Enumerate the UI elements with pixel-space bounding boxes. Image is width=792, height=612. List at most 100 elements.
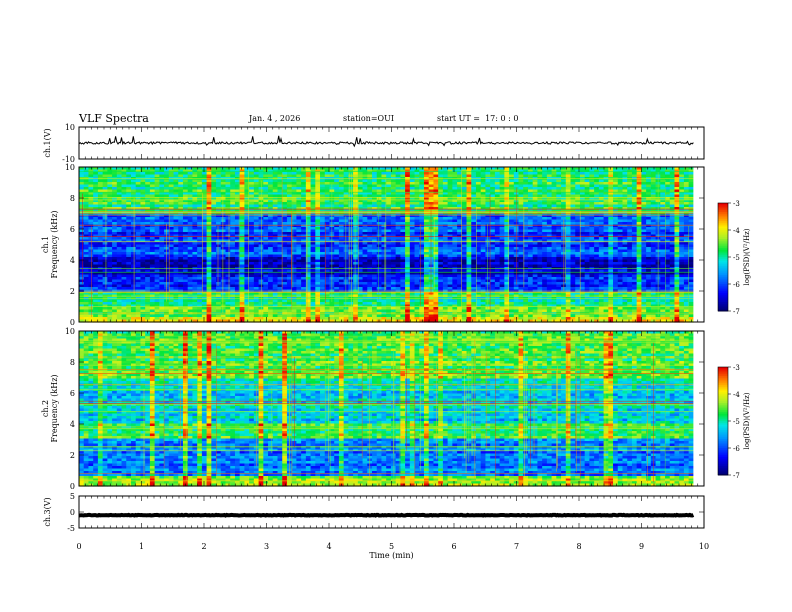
spectrogram-cell <box>466 197 472 201</box>
spectrogram-cell <box>598 184 605 188</box>
spectrogram-cell <box>135 184 142 188</box>
spectrogram-cell <box>584 179 591 183</box>
spectrogram-cell <box>206 204 212 208</box>
spectrogram-cell <box>197 179 203 183</box>
spectrogram-cell <box>253 179 260 183</box>
spectrogram-cell <box>305 187 312 191</box>
spectrogram-cell <box>220 172 227 176</box>
spectrogram-cell <box>149 167 156 171</box>
spectrogram-cell <box>457 202 463 206</box>
spectrogram-cell <box>518 202 524 206</box>
spectrogram-cell <box>291 182 297 186</box>
spectrogram-cell <box>79 194 85 198</box>
spectrogram-cell <box>405 197 411 201</box>
spectrogram-cell <box>390 202 397 206</box>
spectrogram-cell <box>471 202 477 206</box>
spectrogram-cell <box>154 169 160 173</box>
spectrogram-cell <box>551 174 557 178</box>
spectrogram-cell <box>556 207 562 211</box>
spectrogram-cell <box>504 199 510 203</box>
spectrogram-cell <box>225 182 231 186</box>
spectrogram-cell <box>613 167 619 171</box>
spectrogram-cell <box>504 194 510 198</box>
spectrogram-cell <box>452 189 458 193</box>
spectrogram-cell <box>263 187 269 191</box>
spectrogram-cell <box>112 204 118 208</box>
spectrogram-cell <box>159 179 165 183</box>
spectrogram-cell <box>93 179 99 183</box>
spectrogram-cell <box>532 199 539 203</box>
spectrogram-cell <box>220 197 227 201</box>
spectrogram-cell <box>197 192 203 196</box>
spectrogram-cell <box>272 194 279 198</box>
spectrogram-cell <box>140 189 146 193</box>
spectrogram-cell <box>338 197 345 201</box>
spectrogram-cell <box>182 207 189 211</box>
spectrogram-cell <box>159 187 165 191</box>
spectrogram-cell <box>263 172 269 176</box>
spectrogram-cell <box>499 187 505 191</box>
spectrogram-cell <box>480 187 487 191</box>
spectrogram-cell <box>334 189 340 193</box>
spectrogram-cell <box>93 184 99 188</box>
spectrogram-cell <box>372 194 378 198</box>
spectrogram-cell <box>438 167 444 171</box>
spectrogram-cell <box>230 179 236 183</box>
spectrogram-cell <box>121 199 127 203</box>
spectrogram-cell <box>88 192 94 196</box>
spectrogram-cell <box>646 197 652 201</box>
spectrogram-cell <box>272 179 279 183</box>
spectrogram-cell <box>518 174 524 178</box>
spectrogram-cell <box>494 197 501 201</box>
spectrogram-cell <box>149 202 156 206</box>
spectrogram-cell <box>93 194 99 198</box>
spectrogram-cell <box>608 192 614 196</box>
spectrogram-cell <box>575 182 581 186</box>
spectrogram-cell <box>475 192 482 196</box>
spectrogram-cell <box>173 169 179 173</box>
spectrogram-cell <box>542 182 548 186</box>
spectrogram-cell <box>499 179 505 183</box>
spectrogram-cell <box>168 194 175 198</box>
spectrogram-cell <box>556 192 562 196</box>
spectrogram-cell <box>504 167 510 171</box>
spectrogram-cell <box>367 207 373 211</box>
spectrogram-cell <box>97 197 104 201</box>
spectrogram-cell <box>381 189 387 193</box>
spectrogram-cell <box>286 207 293 211</box>
spectrogram-cell <box>107 182 113 186</box>
spectrogram-cell <box>461 167 468 171</box>
spectrogram-cell <box>613 207 619 211</box>
spectrogram-cell <box>452 197 458 201</box>
spectrogram-cell <box>665 204 671 208</box>
spectrogram-cell <box>334 207 340 211</box>
spectrogram-cell <box>164 184 170 188</box>
spectrogram-cell <box>650 202 657 206</box>
spectrogram-cell <box>116 184 123 188</box>
spectrogram-cell <box>107 194 113 198</box>
spectrogram-cell <box>438 189 444 193</box>
spectrogram-cell <box>268 197 274 201</box>
spectrogram-cell <box>589 204 595 208</box>
spectrogram-cell <box>390 184 397 188</box>
spectrogram-cell <box>542 189 548 193</box>
spectrogram-cell <box>201 207 208 211</box>
spectrogram-cell <box>192 199 198 203</box>
spectrogram-cell <box>112 189 118 193</box>
spectrogram-cell <box>518 184 524 188</box>
spectrogram-cell <box>338 169 345 173</box>
spectrogram-cell <box>135 179 142 183</box>
spectrogram-cell <box>688 199 694 203</box>
spectrogram-cell <box>220 194 227 198</box>
spectrogram-cell <box>140 174 146 178</box>
spectrogram-cell <box>159 182 165 186</box>
spectrogram-cell <box>594 199 600 203</box>
spectrogram-cell <box>310 172 316 176</box>
spectrogram-cell <box>442 167 449 171</box>
spectrogram-cell <box>679 184 685 188</box>
spectrogram-cell <box>334 187 340 191</box>
spectrogram-cell <box>239 204 246 208</box>
spectrogram-cell <box>291 184 297 188</box>
spectrogram-cell <box>688 174 694 178</box>
spectrogram-cell <box>376 189 383 193</box>
